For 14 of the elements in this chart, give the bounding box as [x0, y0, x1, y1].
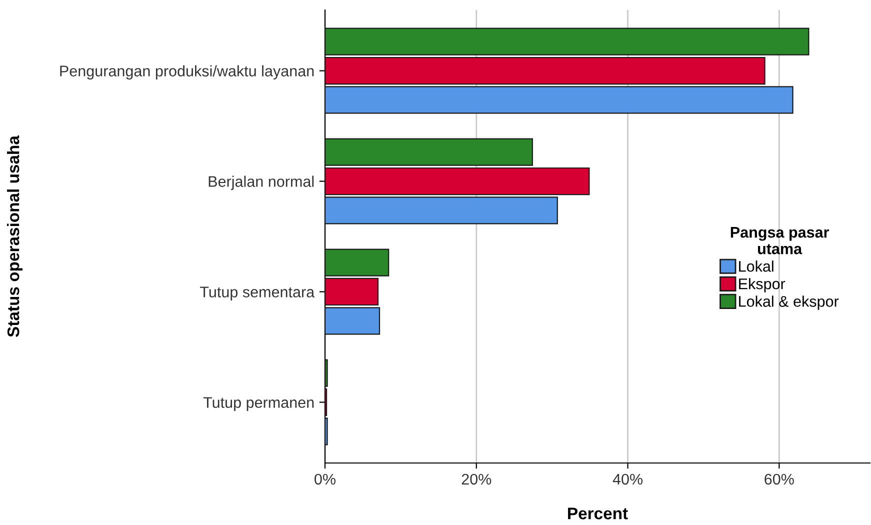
y-axis-title: Status operasional usaha: [6, 135, 23, 337]
legend-title: Pangsa pasar utama: [730, 227, 830, 254]
legend-label: Ekspor: [739, 278, 786, 292]
legend-label: Lokal: [739, 260, 774, 272]
y-tick-label: Pengurangan produksi/waktu layanan: [60, 65, 314, 80]
y-tick-label: Tutup sementara: [200, 286, 315, 300]
x-tick-label: 20%: [462, 474, 492, 485]
legend-label: Lokal & ekspor: [739, 296, 839, 310]
x-tick-label: 0%: [314, 474, 336, 485]
x-axis-title: Percent: [568, 508, 628, 520]
x-tick-label: 40%: [612, 474, 643, 485]
y-tick-label: Tutup permanen: [203, 397, 314, 411]
y-tick-label: Berjalan normal: [208, 176, 314, 190]
x-tick-label: 60%: [764, 474, 794, 485]
